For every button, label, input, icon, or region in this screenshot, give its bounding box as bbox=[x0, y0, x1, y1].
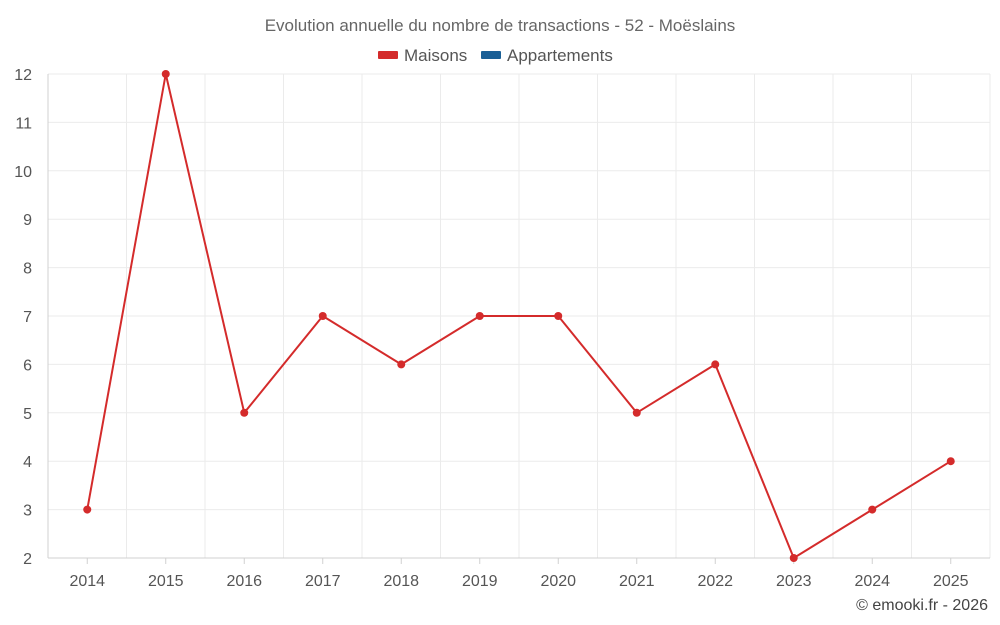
chart-title: Evolution annuelle du nombre de transact… bbox=[265, 16, 736, 35]
legend-item-appartements[interactable]: Appartements bbox=[481, 46, 613, 65]
data-point-maisons-2017[interactable] bbox=[318, 312, 327, 320]
y-axis-ticks: 2 3 4 5 6 7 8 9 10 11 12 bbox=[14, 67, 32, 568]
y-tick-label: 12 bbox=[14, 67, 32, 84]
y-tick-label: 11 bbox=[15, 115, 32, 132]
legend-label-appartements: Appartements bbox=[507, 46, 613, 65]
y-tick-label: 8 bbox=[23, 261, 32, 278]
x-tick-label: 2019 bbox=[462, 573, 498, 590]
data-point-maisons-2020[interactable] bbox=[554, 312, 563, 320]
data-point-maisons-2018[interactable] bbox=[397, 360, 406, 369]
y-tick-label: 6 bbox=[23, 357, 32, 374]
data-point-maisons-2023[interactable] bbox=[789, 554, 798, 562]
data-point-maisons-2016[interactable] bbox=[240, 408, 249, 417]
x-tick-label: 2023 bbox=[776, 573, 812, 590]
x-tick-label: 2014 bbox=[69, 573, 105, 590]
x-tick-label: 2022 bbox=[697, 573, 733, 590]
data-point-maisons-2021[interactable] bbox=[632, 408, 641, 417]
x-tick-label: 2017 bbox=[305, 573, 341, 590]
data-point-maisons-2019[interactable] bbox=[475, 312, 484, 320]
y-tick-label: 7 bbox=[23, 309, 32, 326]
data-point-maisons-2024[interactable] bbox=[868, 505, 877, 514]
data-point-maisons-2014[interactable] bbox=[83, 505, 92, 514]
series-group bbox=[83, 70, 955, 562]
legend-label-maisons: Maisons bbox=[404, 46, 467, 65]
y-tick-label: 5 bbox=[23, 406, 32, 423]
x-tick-label: 2016 bbox=[226, 573, 262, 590]
x-tick-label: 2024 bbox=[854, 573, 890, 590]
y-tick-label: 2 bbox=[23, 551, 32, 568]
x-axis-ticks: 2014 2015 2016 2017 2018 2019 2020 2021 2022 2023… bbox=[69, 558, 969, 590]
x-tick-label: 2025 bbox=[933, 573, 969, 590]
y-tick-label: 9 bbox=[23, 212, 32, 229]
y-tick-label: 10 bbox=[14, 164, 32, 181]
x-tick-label: 2021 bbox=[619, 573, 655, 590]
legend: Maisons Appartements bbox=[378, 46, 613, 65]
data-point-maisons-2025[interactable] bbox=[946, 457, 955, 466]
data-point-maisons-2015[interactable] bbox=[161, 70, 170, 78]
y-tick-label: 3 bbox=[23, 503, 32, 520]
legend-swatch-appartements bbox=[481, 51, 501, 59]
data-point-maisons-2022[interactable] bbox=[711, 360, 720, 369]
legend-item-maisons[interactable]: Maisons bbox=[378, 46, 467, 65]
x-tick-label: 2018 bbox=[383, 573, 419, 590]
credit-text: © emooki.fr - 2026 bbox=[856, 597, 988, 614]
legend-swatch-maisons bbox=[378, 51, 398, 59]
x-tick-label: 2015 bbox=[148, 573, 184, 590]
y-tick-label: 4 bbox=[23, 454, 32, 471]
series-line-maisons bbox=[86, 73, 952, 559]
axes bbox=[47, 74, 990, 559]
x-tick-label: 2020 bbox=[540, 573, 576, 590]
